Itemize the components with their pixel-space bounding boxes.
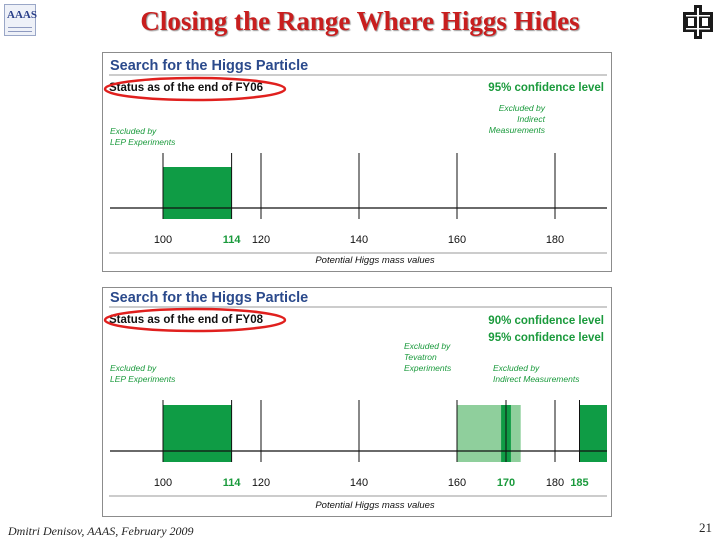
panel-fy08-tick-label-100: 100 xyxy=(154,477,172,489)
panel-fy06-region-label-line: Excluded by xyxy=(110,126,157,136)
fy06-exclusion-panel: Search for the Higgs Particle Status as o… xyxy=(102,52,612,272)
logo-rule xyxy=(8,31,32,32)
panel-fy06-confidence-label: 95% confidence level xyxy=(488,82,604,94)
panel-fy06-tick-label-180: 180 xyxy=(546,234,564,246)
fy06-exclusion-graphic: Search for the Higgs Particle Status as o… xyxy=(103,58,607,266)
fy08-exclusion-graphic: Search for the Higgs Particle Status as o… xyxy=(103,290,607,511)
panel-fy06-status-text: Status as of the end of FY06 xyxy=(109,82,263,94)
panel-fy08-excluded-region-160-173 xyxy=(457,405,521,462)
panel-fy06-axis-title: Potential Higgs mass values xyxy=(315,255,435,266)
panel-fy08-region-label-line: Excluded by xyxy=(493,363,540,373)
panel-fy08-tick-label-160: 160 xyxy=(448,477,466,489)
panel-fy08-region-label-line: Tevatron xyxy=(404,352,437,362)
panel-fy06-region-label-line: LEP Experiments xyxy=(110,137,176,147)
panel-fy06-tick-label-114: 114 xyxy=(223,234,242,246)
panel-fy08-excluded-region-100-114 xyxy=(163,405,232,462)
panel-fy08-status-highlight-ellipse xyxy=(103,307,287,333)
panel-fy06-tick-label-140: 140 xyxy=(350,234,368,246)
fy08-exclusion-panel: Search for the Higgs Particle Status as o… xyxy=(102,287,612,517)
footer-credit: Dmitri Denisov, AAAS, February 2009 xyxy=(8,524,194,538)
panel-fy08-tick-label-180: 180 xyxy=(546,477,564,489)
panel-fy08-confidence-label: 90% confidence level xyxy=(488,315,604,327)
panel-fy06-status-highlight-ellipse xyxy=(103,76,287,102)
panel-fy08-tick-label-120: 120 xyxy=(252,477,270,489)
fermilab-logo-icon xyxy=(683,5,713,39)
panel-fy08-tick-label-140: 140 xyxy=(350,477,368,489)
panel-fy06-region-label-line: Measurements xyxy=(489,125,546,135)
panel-fy08-region-label-line: Indirect Measurements xyxy=(493,374,580,384)
panel-fy08-axis-title: Potential Higgs mass values xyxy=(315,500,435,511)
panel-fy06-tick-label-160: 160 xyxy=(448,234,466,246)
panel-fy08-tick-label-114: 114 xyxy=(223,477,242,489)
panel-fy06-region-label-line: Excluded by xyxy=(499,103,546,113)
panel-fy08-status-text: Status as of the end of FY08 xyxy=(109,314,264,326)
panel-fy08-tick-label-185: 185 xyxy=(570,477,588,489)
logo-rule xyxy=(8,27,32,28)
panel-fy08-region-label-line: Excluded by xyxy=(404,341,451,351)
panel-fy06-tick-label-100: 100 xyxy=(154,234,172,246)
panel-fy08-region-label-line: LEP Experiments xyxy=(110,374,176,384)
aaas-logo: AAAS xyxy=(4,4,37,36)
panel-fy06-region-label-line: Indirect xyxy=(517,114,546,124)
panel-fy08-region-label-line: Experiments xyxy=(404,363,452,373)
slide-title: Closing the Range Where Higgs Hides xyxy=(140,6,580,36)
panel-fy08-tick-label-170: 170 xyxy=(497,477,515,489)
aaas-logo-text: AAAS xyxy=(7,9,37,21)
panel-fy06-header: Search for the Higgs Particle xyxy=(110,58,308,74)
panel-fy08-header: Search for the Higgs Particle xyxy=(110,290,308,306)
panel-fy06-tick-label-120: 120 xyxy=(252,234,270,246)
panel-fy08-region-label-line: Excluded by xyxy=(110,363,157,373)
panel-fy08-excluded-region-185-216 xyxy=(579,405,607,462)
panel-fy08-confidence-label: 95% confidence level xyxy=(488,332,604,344)
page-number: 21 xyxy=(699,520,712,535)
panel-fy06-excluded-region-100-114 xyxy=(163,167,232,219)
